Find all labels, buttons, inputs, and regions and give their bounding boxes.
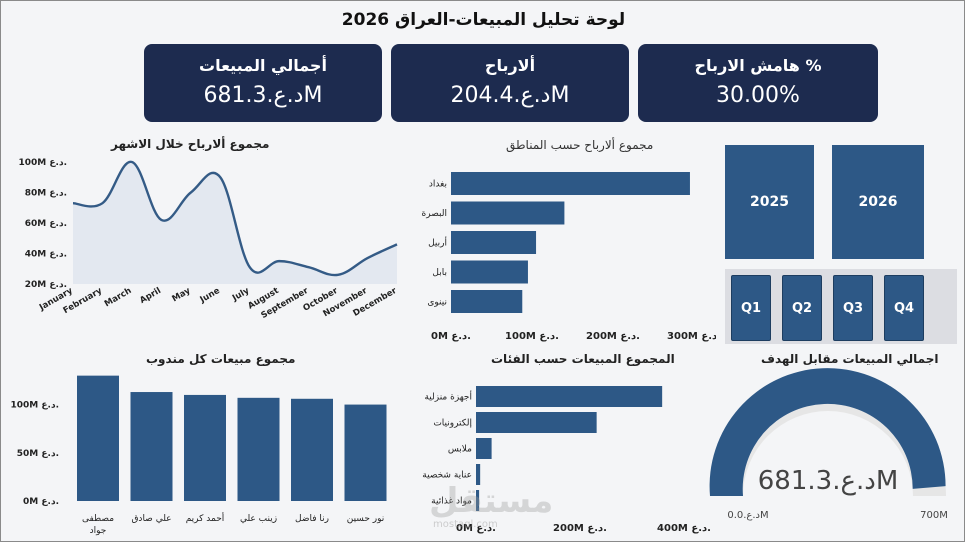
category-label: زينب علي — [240, 514, 277, 524]
bar — [451, 260, 528, 284]
category-label: البصرة — [422, 209, 447, 219]
filter-quarter-q4[interactable]: Q4 — [884, 275, 924, 341]
x-tick-label: May — [170, 286, 192, 305]
page-title: لوحة تحليل المبيعات-العراق 2026 — [341, 10, 626, 30]
bar — [291, 398, 333, 501]
kpi-value: 30.00% — [716, 83, 800, 108]
monthly-profit-chart: 20M د.ع. 40M د.ع. 60M د.ع. 80M د.ع. 100M د.ع… — [19, 158, 400, 321]
x-tick-label: 0M د.ع. — [431, 331, 471, 342]
kpi-label: ألارباح — [484, 56, 536, 75]
filter-quarter-q2[interactable]: Q2 — [782, 275, 822, 341]
x-tick-label: 400M د.ع. — [657, 523, 711, 534]
bar — [451, 290, 523, 313]
filter-quarter-label: Q2 — [791, 300, 813, 316]
filter-quarter-label: Q4 — [893, 300, 915, 316]
bar — [476, 386, 663, 407]
category-label: نينوى — [427, 298, 447, 308]
x-tick-label: April — [138, 286, 163, 306]
filter-quarter-q3[interactable]: Q3 — [833, 275, 873, 341]
filter-year-label: 2025 — [750, 194, 789, 210]
filter-year-2026[interactable]: 2026 — [832, 145, 924, 259]
kpi-value: د.ع.204.4M — [450, 83, 570, 108]
x-tick-label: 0M د.ع. — [456, 523, 496, 534]
filter-quarter-label: Q1 — [740, 300, 762, 316]
category-label: إلكترونيات — [433, 419, 472, 429]
filter-year-2025[interactable]: 2025 — [725, 145, 814, 259]
gauge-title: اجمالي المبيعات مقابل الهدف — [761, 352, 939, 366]
gauge-value: د.ع.681.3M — [758, 466, 899, 496]
rep-sales-chart: 0M د.ع. 50M د.ع. 100M د.ع. مصطفى جواد علي صا… — [11, 375, 387, 536]
x-tick-label: 100M د.ع. — [505, 331, 559, 342]
category-label: علي صادق — [131, 514, 171, 524]
category-label: مصطفى — [82, 514, 114, 524]
kpi-profit-margin: هامش الارباح % 30.00% — [638, 44, 878, 122]
y-tick-label: 40M د.ع. — [25, 250, 67, 260]
bar — [344, 404, 387, 501]
category-label: نور حسين — [347, 514, 385, 524]
kpi-total-sales: أجمالي المبيعات د.ع.681.3M — [144, 44, 382, 122]
filter-year-label: 2026 — [858, 194, 898, 210]
kpi-value: د.ع.681.3M — [203, 83, 323, 108]
category-label: ملابس — [448, 445, 472, 455]
bar — [237, 397, 280, 501]
category-label: مواد غذائية — [431, 497, 472, 507]
bar — [130, 392, 173, 501]
category-label: عناية شخصية — [422, 471, 472, 481]
y-tick-label: 50M د.ع. — [17, 449, 59, 459]
category-label: رنا فاضل — [295, 514, 329, 524]
y-tick-label: 100M د.ع. — [19, 158, 68, 168]
x-tick-label: June — [198, 286, 222, 306]
y-tick-label: 60M د.ع. — [25, 219, 67, 229]
gauge-min-label: د.ع.0.0M — [727, 510, 768, 521]
bar — [184, 394, 226, 501]
watermark-logo: مستقل — [429, 481, 554, 521]
category-label: أربيل — [428, 237, 447, 249]
y-tick-label: 0M د.ع. — [23, 497, 59, 507]
bar — [77, 375, 119, 501]
kpi-label: أجمالي المبيعات — [199, 56, 327, 75]
region-profit-title: مجموع ألارباح حسب المناطق — [506, 138, 654, 152]
filter-quarter-q1[interactable]: Q1 — [731, 275, 771, 341]
y-tick-label: 20M د.ع. — [25, 280, 67, 290]
bar — [451, 201, 565, 225]
x-tick-label: 200M د.ع. — [586, 331, 640, 342]
rep-sales-title: مجموع مبيعات كل مندوب — [146, 352, 296, 366]
bar — [451, 231, 537, 254]
monthly-profit-line — [72, 160, 398, 277]
x-tick-label: 200M د.ع. — [553, 523, 607, 534]
category-sales-chart: أجهزة منزلية إلكترونيات ملابس عناية شخصية مو… — [422, 386, 711, 534]
x-tick-label: March — [103, 286, 134, 309]
y-tick-label: 80M د.ع. — [25, 189, 67, 199]
monthly-profit-title: مجموع ألارباح خلال الاشهر — [111, 137, 270, 151]
bar — [476, 438, 492, 459]
category-sales-title: المجموع المبيعات حسب الفئات — [491, 352, 675, 366]
category-label: بغداد — [429, 180, 447, 190]
bar — [476, 464, 481, 485]
watermark-url: mostaql.com — [433, 519, 498, 530]
x-tick-label: 300M د.ع. — [667, 331, 716, 342]
y-tick-label: 100M د.ع. — [11, 401, 60, 411]
filter-quarter-label: Q3 — [842, 300, 864, 316]
bar — [451, 172, 690, 195]
kpi-label: هامش الارباح % — [694, 56, 822, 75]
region-profit-chart: بغداد البصرة أربيل بابل نينوى 0M د.ع. 100M د.… — [422, 172, 716, 342]
category-label: أجهزة منزلية — [424, 391, 472, 403]
category-label: أحمد كريم — [186, 512, 225, 524]
bar — [476, 490, 480, 511]
bar — [476, 412, 597, 433]
sales-target-gauge: د.ع.681.3M د.ع.0.0M 700M — [709, 368, 948, 521]
kpi-profit: ألارباح د.ع.204.4M — [391, 44, 629, 122]
category-label: بابل — [432, 268, 447, 278]
gauge-fill — [709, 368, 946, 496]
category-label: جواد — [90, 526, 107, 536]
gauge-max-label: 700M — [920, 510, 948, 521]
